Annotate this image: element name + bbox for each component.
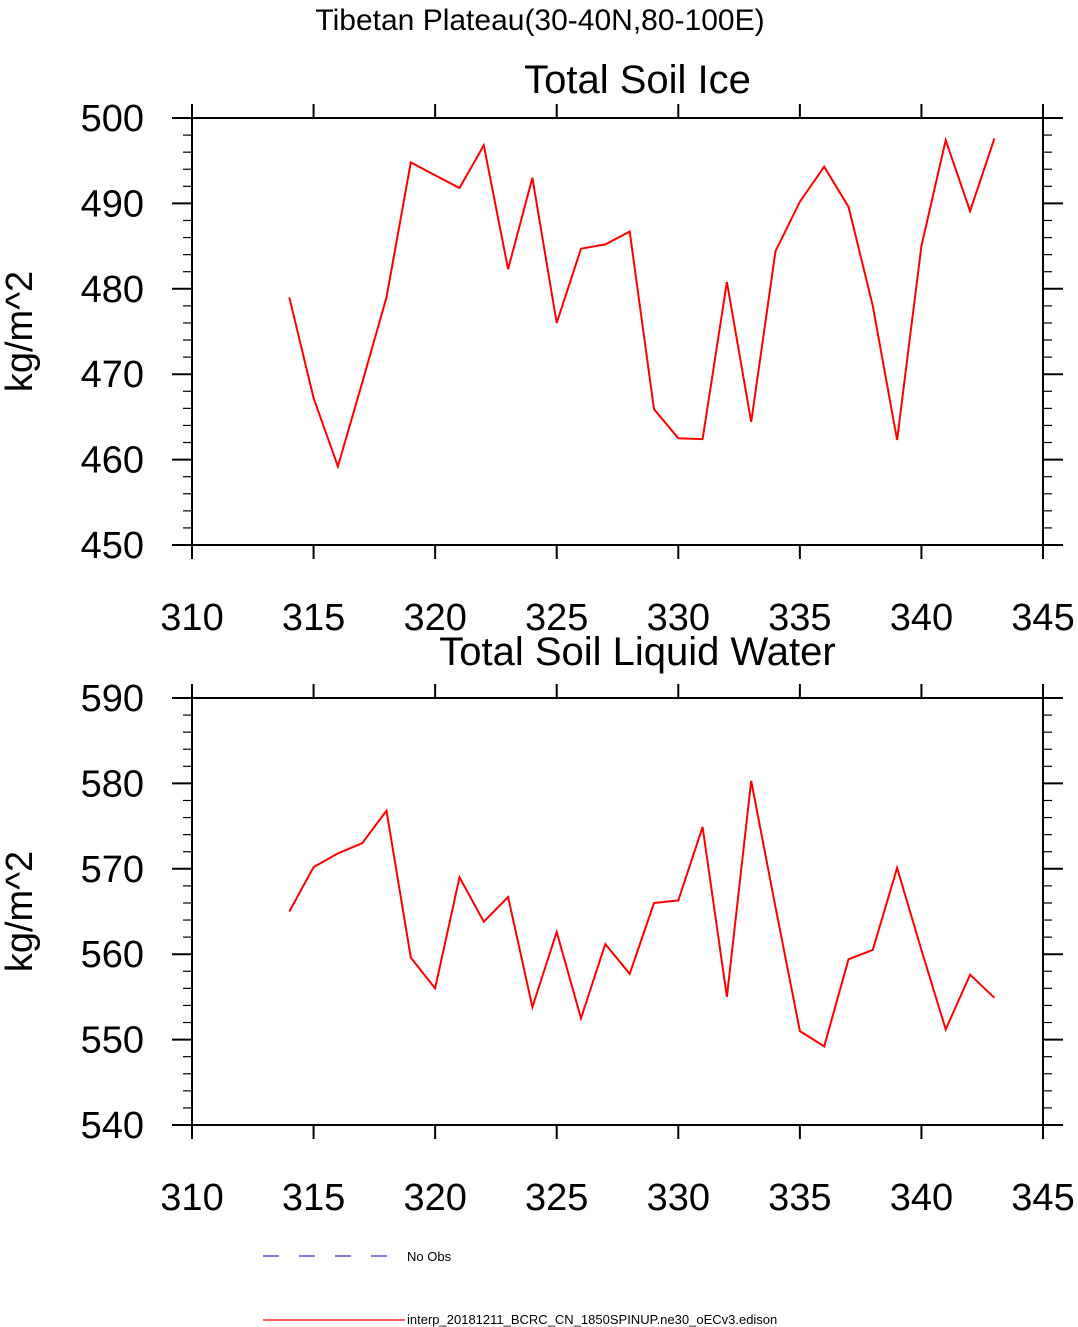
x-tick-label: 330 [647, 597, 710, 639]
y-tick-label: 570 [81, 849, 144, 891]
plot-frame [191, 117, 1044, 546]
legend-label-model: interp_20181211_BCRC_CN_1850SPINUP.ne30_… [407, 1312, 777, 1327]
y-tick-label: 470 [81, 354, 144, 396]
x-tick-label: 310 [160, 1177, 223, 1219]
legend: No Obs interp_20181211_BCRC_CN_1850SPINU… [263, 1249, 777, 1327]
x-tick-label: 325 [525, 1177, 588, 1219]
x-tick-label: 320 [403, 597, 466, 639]
y-axis-label: kg/m^2 [0, 851, 41, 972]
figure-title: Tibetan Plateau(30-40N,80-100E) [315, 4, 764, 37]
y-tick-label: 580 [81, 763, 144, 805]
panel-title: Total Soil Liquid Water [439, 630, 835, 674]
x-tick-label: 335 [768, 1177, 831, 1219]
y-tick-label: 590 [81, 678, 144, 720]
panel-total-soil-liquid-water: Total Soil Liquid Water 310 315 320 325 330 33… [0, 630, 1075, 1219]
y-tick-label: 490 [81, 183, 144, 225]
x-tick-label: 340 [890, 597, 953, 639]
x-tick-label: 330 [647, 1177, 710, 1219]
y-tick-label: 460 [81, 440, 144, 482]
series-line [288, 136, 996, 470]
series-line [288, 780, 996, 1048]
y-tick-label: 550 [81, 1020, 144, 1062]
x-tick-label: 310 [160, 597, 223, 639]
x-tick-label: 315 [282, 597, 345, 639]
x-tick-label: 345 [1011, 597, 1074, 639]
panel-title: Total Soil Ice [524, 58, 751, 102]
y-axis-label: kg/m^2 [0, 271, 41, 392]
x-tick-label: 340 [890, 1177, 953, 1219]
x-tick-label: 315 [282, 1177, 345, 1219]
y-tick-label: 540 [81, 1105, 144, 1147]
x-tick-label: 335 [768, 597, 831, 639]
y-tick-label: 480 [81, 269, 144, 311]
legend-label-no-obs: No Obs [407, 1249, 452, 1264]
x-tick-label: 325 [525, 597, 588, 639]
panel-total-soil-ice: Total Soil Ice 310 315 320 325 330 335 340 345 45… [0, 58, 1075, 639]
y-tick-label: 450 [81, 525, 144, 567]
plot-frame [191, 697, 1044, 1126]
x-tick-label: 320 [403, 1177, 466, 1219]
x-tick-label: 345 [1011, 1177, 1074, 1219]
y-tick-label: 500 [81, 98, 144, 140]
y-tick-label: 560 [81, 934, 144, 976]
